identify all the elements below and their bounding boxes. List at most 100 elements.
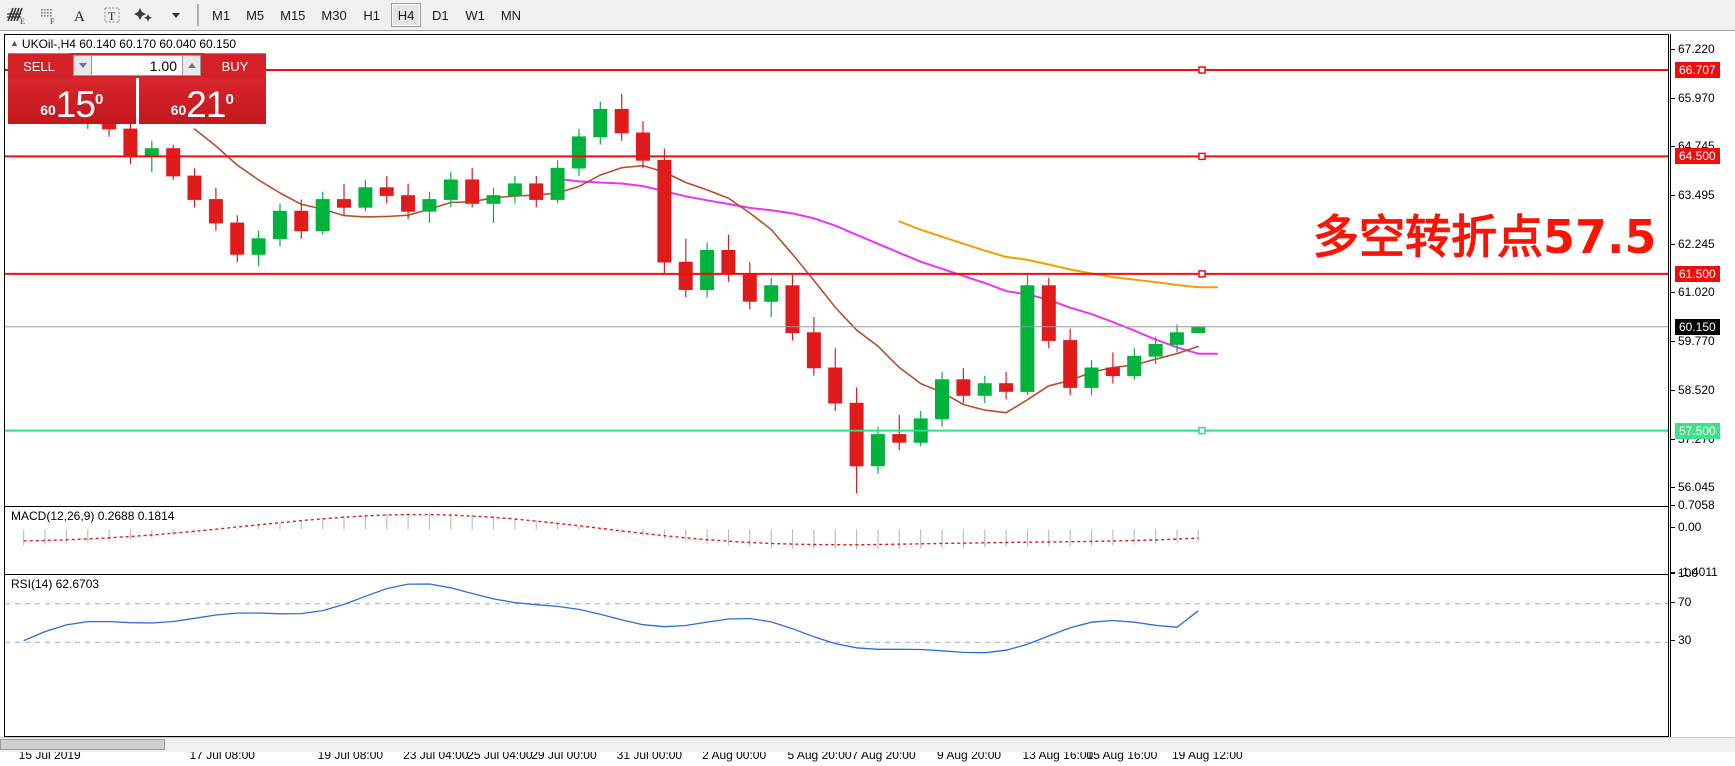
- trade-panel-quotes-row: 60 15 0 60 21 0: [8, 78, 266, 124]
- volume-input[interactable]: 1.00: [92, 55, 182, 76]
- sell-button[interactable]: SELL: [8, 53, 70, 78]
- candle-body: [764, 285, 779, 302]
- macd-tick: -1.4011: [1671, 565, 1718, 579]
- price-tick: 67.220: [1671, 42, 1715, 56]
- buy-price-big: 21: [186, 84, 226, 125]
- rsi-pane[interactable]: RSI(14) 62.6703: [5, 574, 1668, 670]
- rsi-tick: 70: [1671, 595, 1691, 609]
- candle-body: [785, 285, 800, 334]
- candle-body: [144, 148, 159, 157]
- candle-body: [678, 261, 693, 290]
- candle-body: [657, 159, 672, 263]
- price-tag-57.500[interactable]: 57.500: [1675, 422, 1720, 439]
- candle-body: [465, 179, 480, 204]
- volume-increase-button[interactable]: [182, 55, 201, 76]
- chevron-down-icon: [78, 63, 87, 68]
- candle-body: [1127, 355, 1142, 377]
- chart-area[interactable]: ▲ UKOil-,H4 60.140 60.170 60.040 60.150 M…: [0, 31, 1735, 766]
- rsi-line: [23, 583, 1199, 654]
- timeframe-mn[interactable]: MN: [500, 7, 522, 23]
- sell-price-superscript: 0: [94, 91, 104, 108]
- candle-body: [999, 383, 1014, 392]
- price-tag-66.707[interactable]: 66.707: [1675, 61, 1720, 78]
- price-level-handle[interactable]: [1198, 152, 1206, 161]
- candle-body: [166, 148, 181, 177]
- candle-body: [208, 199, 223, 224]
- macd-label: MACD(12,26,9) 0.2688 0.1814: [11, 509, 175, 523]
- price-tick: 62.245: [1671, 237, 1715, 251]
- candle-body: [1084, 367, 1099, 388]
- price-tick: 63.495: [1671, 188, 1715, 202]
- one-click-trading-panel[interactable]: SELL 1.00 BUY 60 15 0 60 21 0: [8, 53, 266, 124]
- macd-pane[interactable]: MACD(12,26,9) 0.2688 0.1814: [5, 506, 1668, 573]
- candle-body: [1020, 285, 1035, 392]
- timeframe-d1[interactable]: D1: [432, 7, 449, 23]
- candle-body: [358, 187, 373, 208]
- price-scale[interactable]: 67.220 65.970 64.745 63.495 62.245 61.020 59.7…: [1670, 34, 1728, 737]
- indicators-icon[interactable]: E: [0, 2, 32, 28]
- candle-body: [507, 183, 522, 196]
- price-tag-60.150[interactable]: 60.150: [1675, 318, 1720, 335]
- candle-body: [443, 179, 458, 200]
- price-level-handle[interactable]: [1198, 426, 1206, 435]
- candle-body: [870, 434, 885, 467]
- macd-tick: 0.7058: [1671, 498, 1715, 512]
- price-tag-64.500[interactable]: 64.500: [1675, 148, 1720, 165]
- chevron-up-icon: [187, 63, 196, 68]
- candle-body: [486, 195, 501, 204]
- candle-body: [230, 222, 245, 255]
- candle-body: [849, 402, 864, 467]
- buy-price-quote[interactable]: 60 21 0: [138, 78, 266, 125]
- timeframe-m5[interactable]: M5: [246, 7, 265, 23]
- price-tick: 56.045: [1671, 480, 1715, 494]
- dropdown-arrow-icon[interactable]: [160, 2, 192, 28]
- candle-body: [593, 109, 608, 138]
- candle-body: [272, 210, 287, 239]
- timeframe-m1[interactable]: M1: [212, 7, 231, 23]
- collapse-arrow-icon[interactable]: ▲: [10, 38, 19, 48]
- price-level-handle[interactable]: [1198, 270, 1206, 278]
- chart-annotation: 多空转折点57.5: [1313, 210, 1657, 264]
- candle-body: [336, 199, 351, 208]
- timeframe-w1[interactable]: W1: [465, 7, 485, 23]
- candle-body: [956, 379, 971, 396]
- candle-body: [742, 273, 757, 302]
- sell-price-quote[interactable]: 60 15 0: [8, 78, 139, 124]
- sell-price-prefix: 60: [40, 102, 56, 118]
- candle-body: [828, 367, 843, 404]
- horizontal-scrollbar[interactable]: [0, 737, 1735, 752]
- grid-icon[interactable]: F: [32, 2, 64, 28]
- candle-body: [251, 238, 266, 255]
- timeframe-m15[interactable]: M15: [280, 7, 306, 23]
- candle-body: [422, 199, 437, 212]
- candle-body: [1148, 343, 1163, 357]
- rsi-tick: 100: [1671, 566, 1698, 580]
- candle-body: [294, 210, 309, 232]
- candle-body: [700, 249, 715, 290]
- candle-body: [636, 132, 651, 161]
- price-level-handle[interactable]: [1198, 66, 1206, 74]
- candle-body: [1169, 332, 1184, 345]
- text-tool-icon[interactable]: A: [64, 2, 96, 28]
- candle-body: [315, 199, 330, 232]
- objects-icon[interactable]: [128, 2, 160, 28]
- toolbar-separator: [197, 4, 199, 26]
- candle-body: [892, 434, 907, 443]
- timeframe-h4[interactable]: H4: [390, 3, 422, 27]
- text-label-icon[interactable]: T: [96, 2, 128, 28]
- moving-average-line-2: [193, 128, 1200, 414]
- symbol-label: ▲ UKOil-,H4 60.140 60.170 60.040 60.150: [10, 37, 236, 51]
- price-tag-61.500[interactable]: 61.500: [1675, 265, 1720, 282]
- candle-body: [550, 167, 565, 200]
- timeframe-h1[interactable]: H1: [363, 7, 381, 23]
- timeframe-m30[interactable]: M30: [321, 7, 347, 23]
- candle-body: [1063, 340, 1078, 388]
- buy-price-superscript: 0: [225, 91, 234, 108]
- volume-control[interactable]: 1.00: [70, 53, 204, 78]
- symbol-ohlc-text: UKOil-,H4 60.140 60.170 60.040 60.150: [21, 37, 237, 51]
- volume-decrease-button[interactable]: [73, 55, 92, 76]
- candle-body: [379, 187, 394, 196]
- price-pane[interactable]: [5, 35, 1668, 505]
- scrollbar-thumb[interactable]: [0, 739, 165, 750]
- buy-button[interactable]: BUY: [204, 53, 266, 78]
